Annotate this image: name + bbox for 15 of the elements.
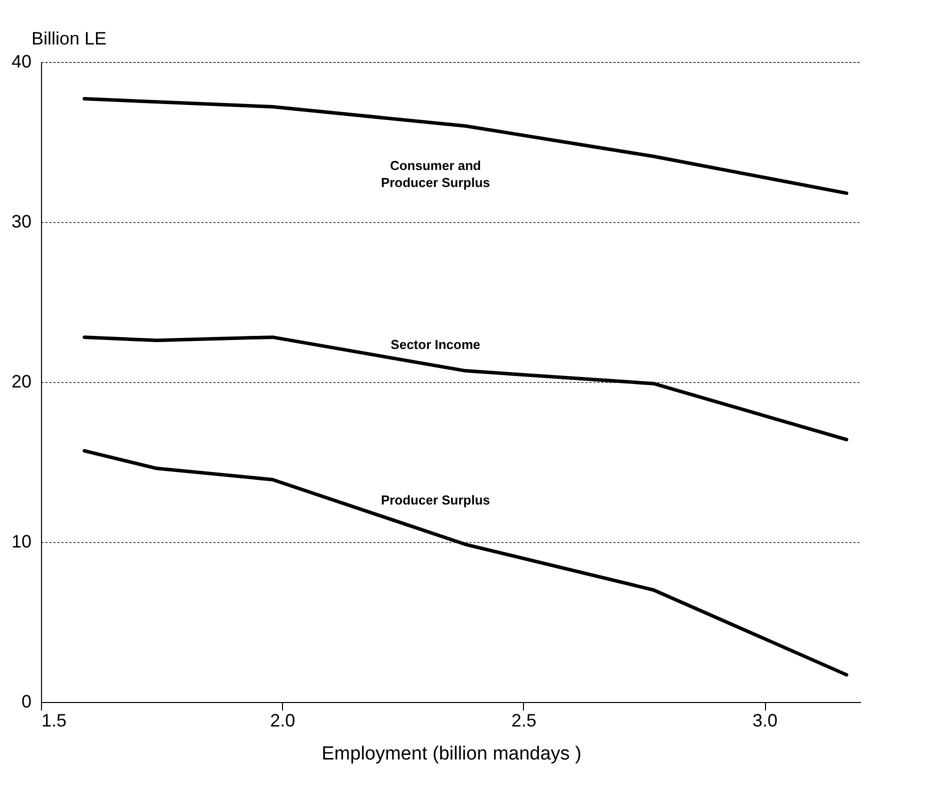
y-tick-label: 40 [11, 52, 32, 72]
x-tick-label: 1.5 [42, 710, 67, 730]
x-tick-label: 2.5 [511, 710, 536, 730]
y-tick-label: 0 [21, 692, 32, 712]
y-tick-label: 20 [11, 372, 32, 392]
y-axis-title: Billion LE [32, 28, 107, 48]
y-tick-label: 30 [11, 212, 32, 232]
series-label: Producer Surplus [380, 492, 490, 508]
line-series [82, 97, 848, 195]
series-label: Sector Income [390, 336, 480, 352]
text: Consumer and Producer Surplus [380, 158, 490, 190]
x-axis-title: Employment (billion mandays ) [322, 744, 582, 764]
y-tick-label: 10 [11, 532, 32, 552]
x-tick-label: 2.0 [270, 710, 296, 730]
x-tick-label: 3.0 [752, 710, 778, 730]
